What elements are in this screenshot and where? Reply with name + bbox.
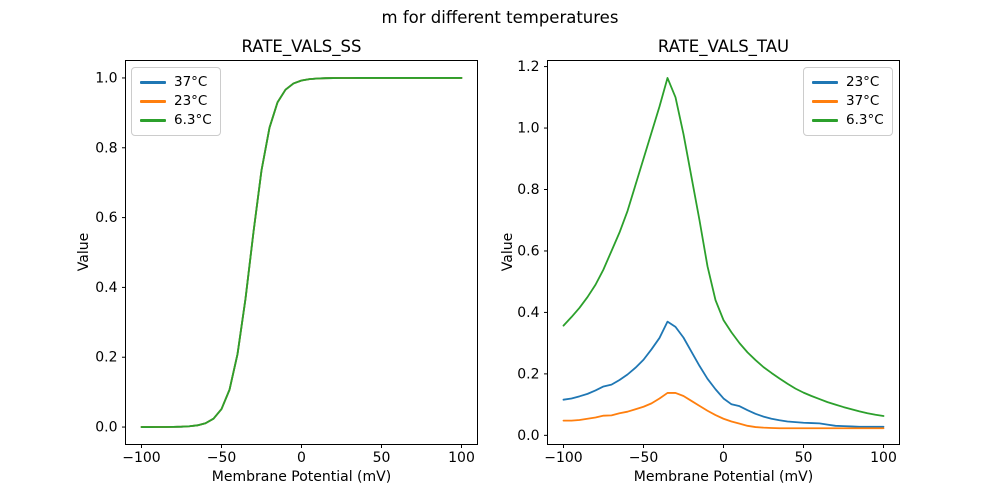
x-tick-label: 100 — [870, 450, 897, 466]
x-tick-label: 50 — [373, 450, 391, 466]
legend-entry-label: 23°C — [174, 93, 208, 109]
y-tick-label: 0.2 — [517, 366, 539, 382]
legend-line-sample — [140, 81, 166, 84]
legend-entry-label: 23°C — [846, 74, 880, 90]
curve-6.3c — [140, 77, 463, 428]
x-tick-label: 50 — [795, 450, 813, 466]
y-tick-label: 0.0 — [95, 420, 117, 436]
legend-entry-label: 6.3°C — [174, 112, 212, 128]
legend-entry: 23°C — [812, 73, 884, 92]
x-tick-label: 0 — [719, 450, 728, 466]
y-tick-label: 0.8 — [95, 140, 117, 156]
legend-entry: 37°C — [812, 92, 884, 111]
curve-37c — [562, 392, 885, 430]
legend-entry: 6.3°C — [140, 111, 212, 130]
y-tick-label: 0.0 — [517, 428, 539, 444]
legend-entry: 23°C — [140, 92, 212, 111]
legend-entry-label: 37°C — [846, 93, 880, 109]
legend-line-sample — [812, 119, 838, 122]
legend-entry: 37°C — [140, 73, 212, 92]
y-tick-label: 0.8 — [517, 182, 539, 198]
y-tick-label: 1.0 — [517, 121, 539, 137]
legend-line-sample — [812, 81, 838, 84]
y-tick-label: 0.4 — [517, 305, 539, 321]
subplot-ss-xlabel: Membrane Potential (mV) — [211, 469, 392, 485]
y-tick-label: 1.0 — [95, 70, 117, 86]
y-tick-label: 0.4 — [95, 280, 117, 296]
x-tick-label: 0 — [297, 450, 306, 466]
curve-23c — [562, 320, 885, 428]
legend-tau: 23°C 37°C 6.3°C — [803, 67, 893, 136]
legend-line-sample — [140, 100, 166, 103]
y-tick-label: 0.6 — [95, 210, 117, 226]
x-tick-label: −50 — [629, 450, 659, 466]
y-tick-label: 1.2 — [517, 59, 539, 75]
x-tick-label: −100 — [544, 450, 582, 466]
legend-entry-label: 37°C — [174, 74, 208, 90]
subplot-tau-ylabel: Value — [500, 232, 516, 272]
subplot-tau-title: RATE_VALS_TAU — [657, 37, 790, 56]
figure-suptitle: m for different temperatures — [381, 8, 619, 27]
legend-entry-label: 6.3°C — [846, 112, 884, 128]
legend-ss: 37°C 23°C 6.3°C — [131, 67, 221, 136]
subplot-ss-ylabel: Value — [76, 232, 92, 272]
legend-entry: 6.3°C — [812, 111, 884, 130]
x-tick-label: −50 — [207, 450, 237, 466]
legend-line-sample — [140, 119, 166, 122]
legend-line-sample — [812, 100, 838, 103]
x-tick-label: 100 — [448, 450, 475, 466]
x-tick-label: −100 — [122, 450, 160, 466]
subplot-ss-title: RATE_VALS_SS — [241, 37, 362, 56]
subplot-tau-xlabel: Membrane Potential (mV) — [633, 469, 814, 485]
curve-6.3c — [562, 77, 885, 417]
y-tick-label: 0.6 — [517, 243, 539, 259]
y-tick-label: 0.2 — [95, 350, 117, 366]
